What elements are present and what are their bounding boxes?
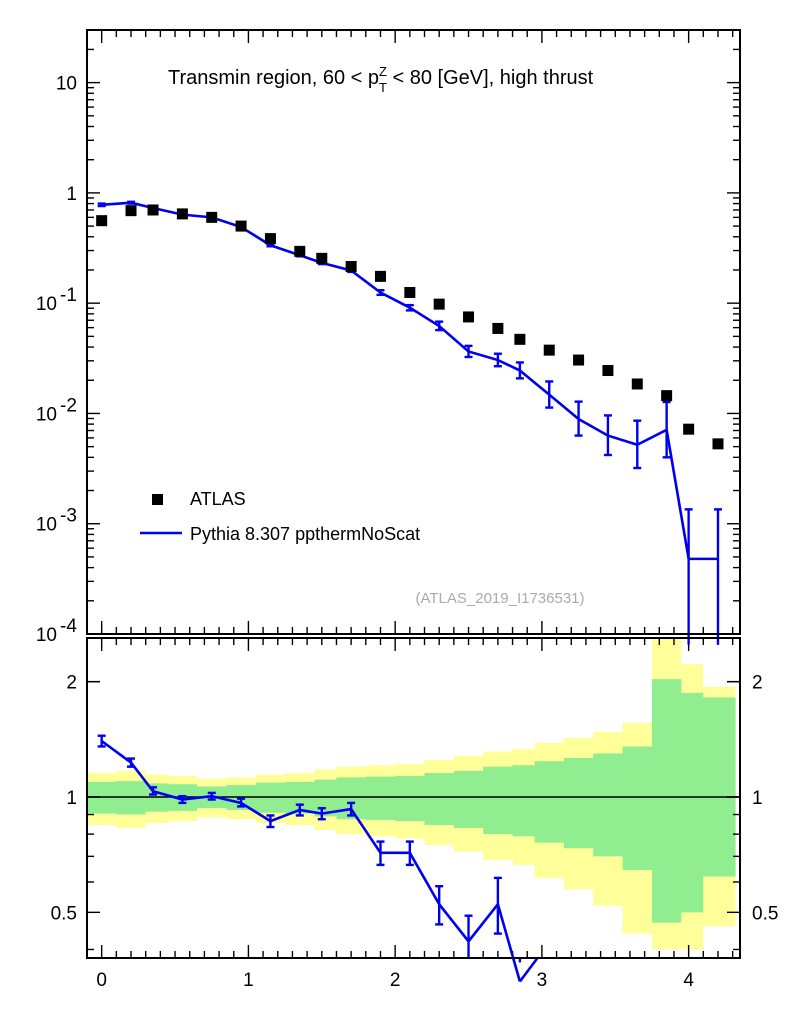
main-panel-frame: [86, 29, 741, 635]
atlas-data-marker: [463, 311, 475, 323]
atlas-data-marker: [683, 423, 695, 435]
analysis-watermark: (ATLAS_2019_I1736531): [415, 590, 584, 607]
atlas-data-marker: [96, 215, 108, 227]
atlas-data-marker: [573, 354, 585, 366]
atlas-data-marker: [294, 245, 306, 257]
main-y-tick-label: 1: [66, 184, 77, 205]
ratio-y-tick-label-right: 2: [752, 673, 763, 694]
atlas-data-marker: [514, 333, 526, 345]
ratio-y-tick-label: 1: [66, 788, 77, 809]
ratio-y-tick-label: 0.5: [51, 903, 77, 924]
atlas-data-marker: [316, 252, 328, 264]
panel-gap-mask-bottom: [0, 959, 786, 1024]
atlas-data-marker: [147, 204, 159, 216]
x-tick-label: 3: [537, 970, 548, 991]
atlas-data-marker: [264, 233, 276, 245]
atlas-data-marker: [661, 390, 673, 402]
atlas-data-marker: [433, 298, 445, 310]
atlas-data-marker: [206, 211, 218, 223]
atlas-data-marker: [712, 438, 724, 450]
atlas-data-marker: [492, 322, 504, 334]
x-tick-label: 2: [390, 970, 401, 991]
main-y-tick-exponent: -2: [60, 395, 77, 416]
main-y-tick-label: 10: [36, 294, 57, 315]
main-y-tick-exponent: -1: [60, 285, 77, 306]
panel-mask-left: [0, 638, 87, 958]
ratio-band-inner: [87, 679, 736, 923]
legend-label-atlas: ATLAS: [190, 489, 246, 509]
main-y-tick-label: 10: [36, 515, 57, 536]
panel-gap-mask-top: [0, 0, 786, 638]
atlas-data-marker: [543, 344, 555, 356]
main-y-tick-label: 10: [36, 625, 57, 646]
main-y-tick-exponent: -4: [60, 616, 77, 637]
atlas-data-marker: [404, 286, 416, 298]
ratio-y-tick-label-right: 1: [752, 788, 763, 809]
x-tick-label: 4: [683, 970, 694, 991]
x-tick-label: 0: [96, 970, 107, 991]
main-y-tick-label: 10: [36, 404, 57, 425]
atlas-data-marker: [176, 208, 188, 220]
mc-curve-ratio: [100, 739, 522, 982]
ratio-y-tick-label: 2: [66, 673, 77, 694]
atlas-data-marker: [631, 378, 643, 390]
plot-title: Transmin region, 60 < pZ T < 80 [GeV], hi…: [168, 64, 594, 95]
x-tick-label: 1: [243, 970, 254, 991]
ratio-y-tick-label-right: 0.5: [752, 903, 778, 924]
atlas-data-marker: [235, 220, 247, 232]
ratio-panel-frame: [86, 637, 741, 959]
panel-mask-right: [741, 638, 786, 958]
legend-marker-atlas: [152, 494, 163, 505]
main-y-tick-exponent: -3: [60, 506, 77, 527]
atlas-data-marker: [374, 270, 386, 282]
main-y-tick-label: 10: [56, 74, 77, 95]
legend-label-pythia: Pythia 8.307 ppthermNoScat: [190, 524, 420, 544]
atlas-data-marker: [125, 205, 137, 217]
mc-curve-ratio-tail: [518, 957, 539, 983]
atlas-data-marker: [602, 365, 614, 377]
atlas-data-marker: [345, 261, 357, 273]
